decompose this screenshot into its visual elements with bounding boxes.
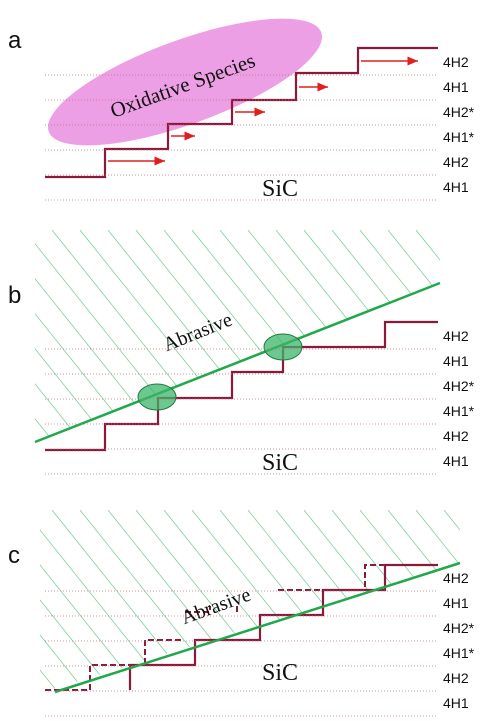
- hatch-line: [40, 510, 149, 693]
- panel-label: c: [8, 542, 20, 569]
- hatch-line: [387, 230, 440, 442]
- hatch-line: [40, 510, 65, 693]
- hatch-line: [472, 510, 490, 700]
- layer-label: 4H2*: [443, 620, 475, 636]
- hatch-line: [303, 230, 440, 442]
- layer-label: 4H2: [443, 328, 469, 344]
- hatch-line: [35, 230, 97, 442]
- layer-label: 4H1: [443, 595, 469, 611]
- layer-label: 4H2: [443, 670, 469, 686]
- hatching: [0, 230, 490, 460]
- hatch-line: [275, 230, 440, 442]
- abrasive-line: [34, 281, 441, 444]
- hatch-line: [0, 510, 8, 700]
- hatch-line: [472, 230, 490, 460]
- original-profile: [45, 564, 438, 691]
- hatch-line: [40, 510, 93, 693]
- layer-label: 4H1: [443, 695, 469, 711]
- arrows: [108, 56, 418, 166]
- layer-label: 4H2: [443, 570, 469, 586]
- hatch-line: [415, 230, 440, 442]
- hatch-line: [40, 510, 177, 693]
- layer-label: 4H1: [443, 79, 469, 95]
- layer-label: 4H1: [443, 453, 469, 469]
- hatch-line: [35, 230, 181, 442]
- material: SiC: [262, 660, 298, 686]
- contact: [263, 333, 303, 361]
- layer-label: 4H1: [443, 353, 469, 369]
- hatch-line: [275, 510, 429, 693]
- hatch-line: [415, 510, 460, 693]
- step-profile: [45, 320, 438, 452]
- layer-label: 4H2: [443, 154, 469, 170]
- abrasive-line: [54, 561, 461, 694]
- contact: [137, 383, 177, 411]
- hatch-line: [359, 230, 440, 442]
- annotation: Abrasive: [178, 584, 253, 629]
- material: SiC: [262, 176, 298, 202]
- layer-label: 4H1: [443, 179, 469, 195]
- layer-label: 4H2: [443, 54, 469, 70]
- hatch-line: [51, 510, 205, 693]
- panel-label: a: [8, 27, 22, 54]
- hatch-line: [0, 230, 12, 460]
- step-profile: [45, 46, 438, 179]
- oxidative-ellipse: [47, 18, 323, 146]
- hatch-line: [444, 230, 490, 460]
- layer-label: 4H1*: [443, 645, 475, 661]
- hatch-line: [0, 510, 36, 700]
- hatch-line: [387, 510, 460, 693]
- layer-label: 4H1*: [443, 129, 475, 145]
- hatch-line: [35, 230, 41, 442]
- hatch-line: [35, 230, 69, 442]
- hatch-line: [359, 510, 460, 693]
- layer-label: 4H2: [443, 428, 469, 444]
- hatch-line: [40, 510, 121, 693]
- hatch-line: [219, 230, 405, 442]
- panel-label: b: [8, 282, 21, 309]
- step-profile: [128, 563, 438, 690]
- layer-label: 4H2*: [443, 104, 475, 120]
- material: SiC: [262, 450, 298, 476]
- layer-label: 4H1*: [443, 403, 475, 419]
- layer-label: 4H2*: [443, 378, 475, 394]
- hatch-line: [331, 230, 440, 442]
